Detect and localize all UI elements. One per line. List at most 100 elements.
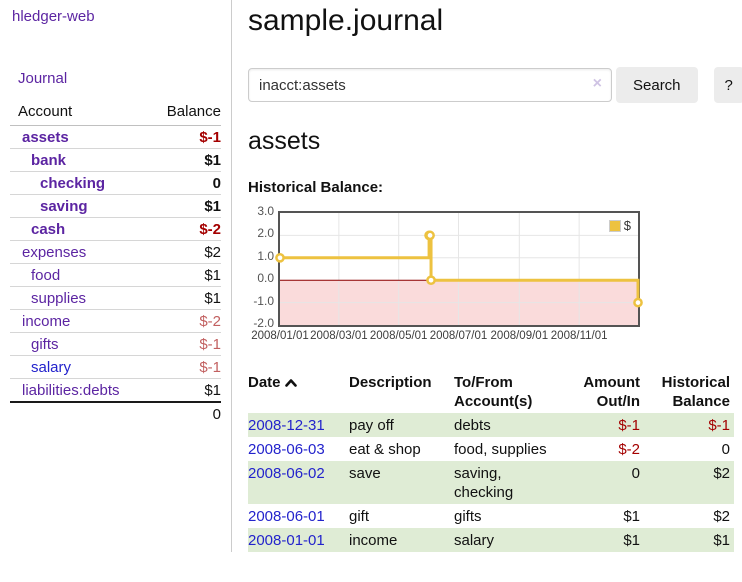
account-balance: $-2 xyxy=(151,309,221,333)
account-row: income $-2 xyxy=(10,309,221,333)
transaction-date-cell: 2008-01-01 xyxy=(248,528,345,552)
y-axis-label: -1.0 xyxy=(253,293,274,308)
account-balance: $-1 xyxy=(151,332,221,356)
search-input[interactable] xyxy=(248,68,612,102)
register-header-description: Description xyxy=(349,374,432,391)
account-link[interactable]: gifts xyxy=(31,335,59,353)
register-row: 2008-06-01 gift gifts $1 $2 xyxy=(248,504,734,528)
account-link[interactable]: cash xyxy=(31,220,66,238)
account-balance: $-2 xyxy=(151,217,221,241)
x-axis-label: 2008/01/01 xyxy=(251,330,309,342)
chart-title: Historical Balance: xyxy=(248,179,384,196)
transaction-balance: $1 xyxy=(713,531,730,549)
account-balance: $1 xyxy=(151,286,221,310)
register-header-amount: Amount Out/In xyxy=(583,374,640,410)
account-balance: $1 xyxy=(151,148,221,172)
account-link[interactable]: supplies xyxy=(31,289,87,307)
account-balance: $1 xyxy=(151,263,221,287)
accounts-total-spacer xyxy=(10,401,152,426)
account-link[interactable]: expenses xyxy=(22,243,87,261)
y-axis-label: 0.0 xyxy=(257,271,274,286)
transaction-amount: 0 xyxy=(631,464,640,482)
app-title-link[interactable]: hledger-web xyxy=(12,8,95,25)
transaction-date-link[interactable]: 2008-12-31 xyxy=(248,416,325,434)
search-box: × xyxy=(248,68,612,102)
transaction-description: eat & shop xyxy=(349,440,421,458)
account-cell: salary xyxy=(10,355,152,379)
transaction-date-link[interactable]: 2008-06-01 xyxy=(248,507,325,525)
account-row: supplies $1 xyxy=(10,286,221,310)
legend-label: $ xyxy=(623,218,631,233)
account-link[interactable]: income xyxy=(22,312,71,330)
account-cell: food xyxy=(10,263,152,287)
x-axis-label: 2008/09/01 xyxy=(490,330,549,342)
sidebar-item-journal[interactable]: Journal xyxy=(18,70,68,87)
search-button[interactable]: Search xyxy=(616,67,698,103)
app-layout: hledger-web Journal Account Balance asse… xyxy=(0,0,742,552)
transaction-accounts: salary xyxy=(454,531,495,549)
x-axis: 2008/01/01 2008/03/01 2008/05/01 2008/07/01… xyxy=(251,330,638,345)
transaction-date-link[interactable]: 2008-01-01 xyxy=(248,531,325,549)
account-cell: gifts xyxy=(10,332,152,356)
account-cell: checking xyxy=(10,171,152,195)
transaction-date-cell: 2008-06-02 xyxy=(248,461,345,504)
transaction-date-link[interactable]: 2008-06-02 xyxy=(248,464,325,482)
help-button[interactable]: ? xyxy=(713,67,742,103)
account-link[interactable]: food xyxy=(31,266,61,284)
transaction-amount: $-1 xyxy=(618,416,640,434)
register-row: 2008-06-02 save saving, checking 0 $2 xyxy=(248,461,734,504)
y-axis-label: 2.0 xyxy=(257,226,274,241)
y-axis-label: 3.0 xyxy=(257,204,274,218)
accounts-header-account: Account xyxy=(10,101,152,126)
transaction-amount: $1 xyxy=(623,531,640,549)
clear-search-icon[interactable]: × xyxy=(592,75,602,92)
account-row: salary $-1 xyxy=(10,355,221,379)
accounts-header-balance: Balance xyxy=(151,101,221,126)
account-link[interactable]: assets xyxy=(22,128,69,146)
transaction-date-cell: 2008-06-01 xyxy=(248,504,345,528)
date-header-label: Date xyxy=(248,374,281,391)
account-row: gifts $-1 xyxy=(10,332,221,356)
account-link[interactable]: liabilities:debts xyxy=(22,381,120,399)
transaction-date-link[interactable]: 2008-06-03 xyxy=(248,440,325,458)
register-row: 2008-12-31 pay off debts $-1 $-1 xyxy=(248,413,734,437)
account-row: saving $1 xyxy=(10,194,221,218)
legend-swatch xyxy=(608,219,621,232)
x-axis-label: 2008/11/01 xyxy=(550,330,608,342)
accounts-header-row: Account Balance xyxy=(10,101,221,126)
account-link[interactable]: saving xyxy=(40,197,88,215)
account-row: food $1 xyxy=(10,263,221,287)
transaction-date-cell: 2008-06-03 xyxy=(248,437,345,461)
account-cell: supplies xyxy=(10,286,152,310)
account-link[interactable]: salary xyxy=(31,358,72,376)
account-cell: income xyxy=(10,309,152,333)
account-link[interactable]: checking xyxy=(40,174,106,192)
account-row: expenses $2 xyxy=(10,240,221,264)
account-balance: $-1 xyxy=(199,128,221,146)
transaction-balance: $2 xyxy=(713,507,730,525)
accounts-total-balance: 0 xyxy=(151,401,221,426)
chart-canvas xyxy=(275,213,643,325)
x-axis-label: 2008/05/01 xyxy=(369,330,428,342)
transaction-description: income xyxy=(349,531,398,549)
search-bar: × Search ? xyxy=(248,67,742,103)
account-heading: assets xyxy=(248,127,321,155)
page-title: sample.journal xyxy=(248,4,444,37)
accounts-table: Account Balance assets $-1 bank $1 checking 0… xyxy=(10,101,221,426)
account-row: liabilities:debts $1 xyxy=(10,378,221,402)
transaction-balance: $-1 xyxy=(708,416,730,434)
chart-plot-area: $ xyxy=(275,211,643,327)
transaction-description: pay off xyxy=(349,416,394,434)
register-table: Date Description To/From Account(s) Amou… xyxy=(248,371,734,552)
transaction-date-cell: 2008-12-31 xyxy=(248,413,345,437)
y-axis-label: 1.0 xyxy=(257,248,274,263)
register-header-balance: Historical Balance xyxy=(661,374,730,410)
account-link[interactable]: bank xyxy=(31,151,67,169)
account-balance: $-1 xyxy=(151,355,221,379)
transaction-amount: $-2 xyxy=(618,440,640,458)
account-row: assets $-1 xyxy=(10,126,221,149)
register-row: 2008-06-03 eat & shop food, supplies $-2 0 xyxy=(248,437,734,461)
register-header-date[interactable]: Date xyxy=(248,371,345,413)
account-balance: $1 xyxy=(151,378,221,402)
sidebar: hledger-web Journal Account Balance asse… xyxy=(0,0,232,552)
